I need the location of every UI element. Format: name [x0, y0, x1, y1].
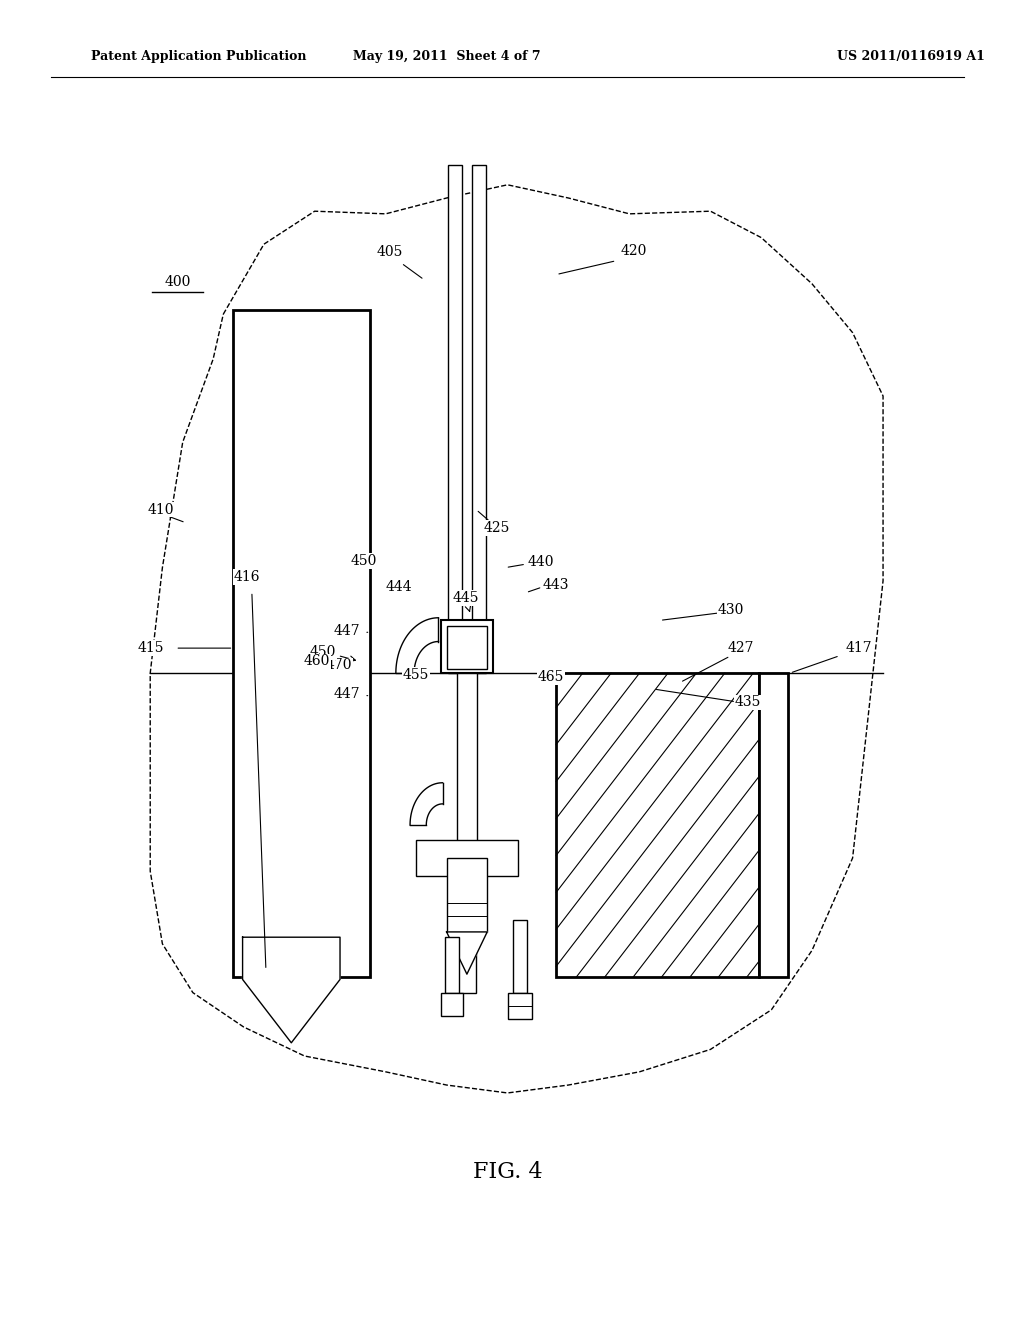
Text: 410: 410 — [147, 503, 174, 516]
Text: May 19, 2011  Sheet 4 of 7: May 19, 2011 Sheet 4 of 7 — [353, 50, 541, 63]
Bar — [233, 310, 371, 977]
Bar — [556, 673, 759, 977]
Text: 447: 447 — [334, 624, 360, 638]
Text: 440: 440 — [527, 556, 554, 569]
Text: 444: 444 — [386, 581, 413, 594]
Text: 400: 400 — [165, 276, 190, 289]
Text: 450: 450 — [350, 554, 377, 568]
Bar — [458, 858, 476, 993]
Text: 405: 405 — [377, 246, 403, 259]
Bar — [759, 673, 787, 977]
Text: 425: 425 — [483, 521, 510, 535]
Bar — [457, 673, 477, 858]
Text: 455: 455 — [403, 668, 429, 681]
Bar — [472, 165, 486, 673]
Text: 420: 420 — [621, 244, 646, 257]
Bar — [447, 165, 462, 673]
Text: 430: 430 — [718, 603, 744, 616]
Bar — [416, 840, 518, 876]
Text: Patent Application Publication: Patent Application Publication — [91, 50, 307, 63]
Text: 470: 470 — [326, 659, 352, 672]
Bar — [446, 858, 487, 932]
Text: 416: 416 — [233, 570, 260, 583]
Text: 427: 427 — [728, 642, 755, 655]
Bar — [440, 993, 463, 1016]
Text: 447: 447 — [334, 688, 360, 701]
Text: FIG. 4: FIG. 4 — [473, 1162, 543, 1183]
Bar — [440, 620, 494, 673]
Text: 417: 417 — [846, 642, 872, 655]
Text: 450: 450 — [309, 645, 336, 659]
Bar — [513, 920, 526, 993]
Polygon shape — [243, 937, 340, 1043]
Bar — [508, 993, 531, 1019]
Bar — [446, 626, 487, 669]
Bar — [444, 937, 459, 993]
Text: 415: 415 — [138, 642, 165, 655]
Polygon shape — [446, 932, 487, 974]
Text: 465: 465 — [538, 671, 564, 684]
Text: US 2011/0116919 A1: US 2011/0116919 A1 — [838, 50, 985, 63]
Text: 443: 443 — [543, 578, 569, 591]
Text: 435: 435 — [735, 696, 761, 709]
Text: 445: 445 — [453, 591, 479, 605]
Text: 460: 460 — [303, 655, 330, 668]
